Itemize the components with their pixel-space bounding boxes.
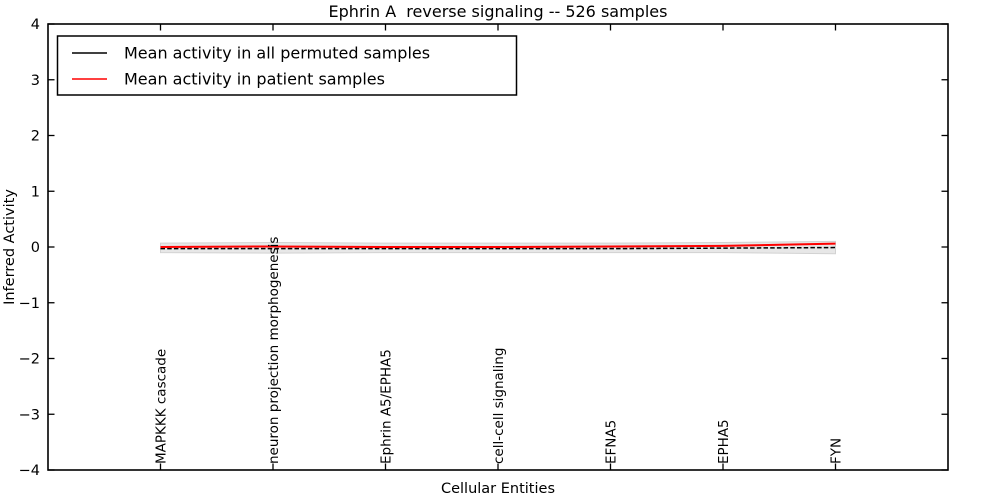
- y-tick-label: 0: [31, 240, 40, 256]
- x-tick-label: cell-cell signaling: [491, 348, 507, 464]
- x-tick-label: EPHA5: [716, 419, 732, 464]
- y-tick-label: −4: [19, 463, 40, 479]
- x-axis-label: Cellular Entities: [441, 481, 555, 497]
- x-tick-label: MAPKKK cascade: [154, 349, 170, 464]
- y-tick-label: −3: [19, 407, 40, 423]
- x-tick-label: FYN: [829, 438, 845, 464]
- y-tick-label: 2: [31, 129, 40, 145]
- y-tick-label: −1: [19, 296, 40, 312]
- legend-label-patient: Mean activity in patient samples: [124, 70, 385, 89]
- y-axis-label: Inferred Activity: [2, 189, 18, 305]
- series-line-0: [160, 246, 836, 250]
- x-tick-label: Ephrin A5/EPHA5: [379, 349, 395, 464]
- series-line-1: [160, 242, 836, 248]
- x-tick-label: EFNA5: [604, 420, 620, 464]
- legend-box: [56, 35, 518, 96]
- legend: Mean activity in all permuted samples Me…: [56, 35, 518, 96]
- y-tick-label: 1: [31, 184, 40, 200]
- chart-title: Ephrin A reverse signaling -- 526 sample…: [329, 2, 668, 21]
- x-tick-label: neuron projection morphogenesis: [266, 237, 282, 464]
- series-layer: [160, 242, 836, 250]
- ticks-layer: 4 3 2 1 0 −1 −2 −3 −4 MAPKKK cascade neuron projec…: [19, 17, 948, 479]
- y-tick-label: −2: [19, 352, 40, 368]
- legend-label-permuted: Mean activity in all permuted samples: [124, 44, 430, 63]
- y-tick-label: 4: [31, 17, 40, 33]
- y-tick-label: 3: [31, 73, 40, 89]
